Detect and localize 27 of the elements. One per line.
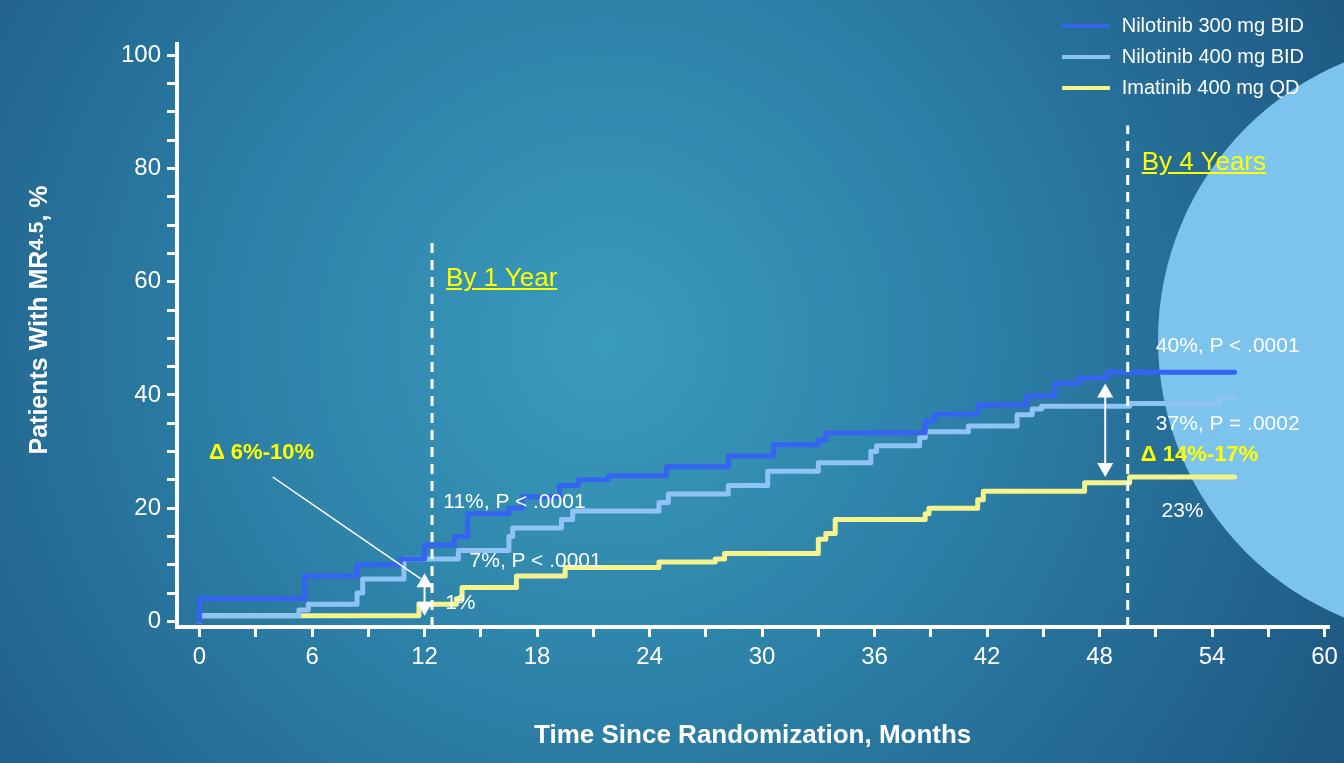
annotation: Δ 14%-17%	[1140, 440, 1259, 466]
annotation: 23%	[1161, 498, 1204, 522]
x-axis-title: Time Since Randomization, Months	[534, 718, 972, 749]
x-tick-label: 6	[305, 642, 319, 670]
y-tick-label: 20	[134, 492, 162, 520]
x-tick-label: 36	[861, 642, 888, 670]
annotation: 11%, P < .0001	[443, 489, 586, 513]
y-tick-label: 40	[134, 379, 162, 407]
x-tick-label: 48	[1086, 642, 1113, 670]
legend-label: Nilotinib 400 mg BID	[1121, 45, 1304, 68]
y-tick-label: 60	[134, 266, 162, 294]
y-tick-label: 0	[147, 605, 162, 633]
x-tick-label: 24	[636, 642, 663, 670]
x-tick-label: 30	[748, 642, 776, 670]
x-tick-label: 54	[1198, 642, 1226, 670]
ref-line-label: By 4 Years	[1141, 145, 1267, 176]
x-tick-label: 60	[1311, 642, 1338, 670]
annotation: Δ 6%-10%	[208, 438, 315, 464]
x-tick-label: 0	[192, 642, 207, 670]
x-tick-label: 18	[523, 642, 551, 670]
y-tick-label: 100	[121, 39, 162, 67]
x-tick-label: 12	[411, 642, 438, 670]
x-tick-label: 42	[973, 642, 1001, 670]
ref-line-label: By 1 Year	[446, 262, 558, 293]
y-tick-label: 80	[134, 153, 162, 181]
legend-label: Nilotinib 300 mg BID	[1121, 14, 1304, 37]
legend-label: Imatinib 400 mg QD	[1121, 76, 1300, 99]
